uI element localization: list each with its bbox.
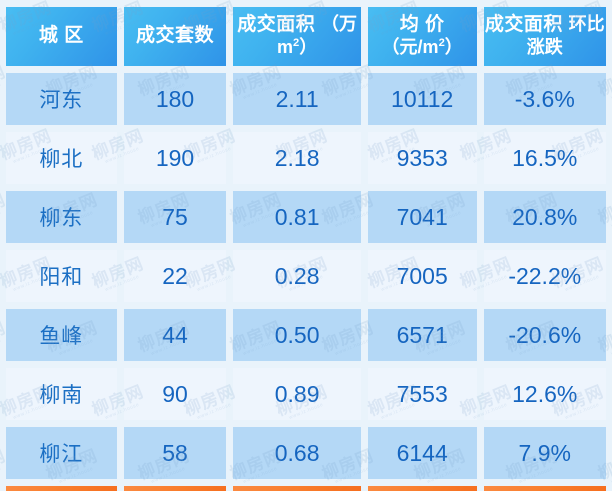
total-price: 8531 (367, 486, 477, 491)
table-row: 柳南 90 0.89 7553 12.6% (6, 368, 606, 420)
cell-price: 10112 (367, 73, 477, 125)
cell-deals: 190 (123, 132, 227, 184)
cell-district: 阳和 (6, 250, 117, 302)
cell-change: 16.5% (483, 132, 606, 184)
cell-change: -3.6% (483, 73, 606, 125)
cell-district: 柳东 (6, 191, 117, 243)
cell-area: 0.68 (233, 427, 361, 479)
table-row: 鱼峰 44 0.50 6571 -20.6% (6, 309, 606, 361)
table-row: 柳北 190 2.18 9353 16.5% (6, 132, 606, 184)
cell-change: -22.2% (483, 250, 606, 302)
cell-district: 鱼峰 (6, 309, 117, 361)
table-header-row: 城 区 成交套数 成交面积 （万m2） 均 价 （元/m2） (6, 7, 606, 66)
cell-area: 0.28 (233, 250, 361, 302)
column-header-deals-line1: 成交套数 (136, 25, 215, 47)
total-area: 7.45 (233, 486, 361, 491)
column-header-change-line1: 成交面积 (484, 13, 563, 35)
cell-district: 柳江 (6, 427, 117, 479)
cell-area: 2.11 (233, 73, 361, 125)
table-body: 河东 180 2.11 10112 -3.6% 柳北 190 2.18 9353 16.5% 柳东 7… (6, 73, 606, 479)
cell-deals: 58 (123, 427, 227, 479)
column-header-change: 成交面积 环比涨跌 (483, 7, 606, 66)
cell-price: 7005 (367, 250, 477, 302)
cell-price: 6144 (367, 427, 477, 479)
table-total-row: 合计 659 7.45 8531 4.3% (6, 486, 606, 491)
column-header-change-line2: 环比涨跌 (526, 13, 605, 57)
table-row: 河东 180 2.11 10112 -3.6% (6, 73, 606, 125)
cell-deals: 180 (123, 73, 227, 125)
column-header-area: 成交面积 （万m2） (233, 7, 361, 66)
column-header-district: 城 区 (6, 7, 117, 66)
column-header-price-line2: （元/m2） (381, 36, 463, 57)
cell-deals: 90 (123, 368, 227, 420)
column-header-district-line1: 城 区 (38, 25, 84, 47)
total-deals: 659 (123, 486, 227, 491)
cell-price: 9353 (367, 132, 477, 184)
cell-area: 0.81 (233, 191, 361, 243)
table-row: 柳东 75 0.81 7041 20.8% (6, 191, 606, 243)
transaction-summary-table: 城 区 成交套数 成交面积 （万m2） 均 价 （元/m2） (6, 7, 606, 491)
cell-district: 柳南 (6, 368, 117, 420)
cell-change: -20.6% (483, 309, 606, 361)
cell-area: 0.89 (233, 368, 361, 420)
cell-price: 7041 (367, 191, 477, 243)
table-row: 柳江 58 0.68 6144 7.9% (6, 427, 606, 479)
table-row: 阳和 22 0.28 7005 -22.2% (6, 250, 606, 302)
cell-district: 河东 (6, 73, 117, 125)
cell-deals: 22 (123, 250, 227, 302)
column-header-area-line2: （万m2） (276, 13, 357, 57)
cell-area: 0.50 (233, 309, 361, 361)
column-header-area-line1: 成交面积 (237, 13, 316, 35)
total-label: 合计 (6, 486, 117, 491)
cell-change: 12.6% (483, 368, 606, 420)
total-change: 4.3% (483, 486, 606, 491)
column-header-price: 均 价 （元/m2） (367, 7, 477, 66)
column-header-price-line1: 均 价 (399, 13, 445, 35)
cell-change: 7.9% (483, 427, 606, 479)
cell-price: 6571 (367, 309, 477, 361)
cell-change: 20.8% (483, 191, 606, 243)
cell-area: 2.18 (233, 132, 361, 184)
cell-district: 柳北 (6, 132, 117, 184)
cell-price: 7553 (367, 368, 477, 420)
column-header-deals: 成交套数 (123, 7, 227, 66)
cell-deals: 75 (123, 191, 227, 243)
cell-deals: 44 (123, 309, 227, 361)
